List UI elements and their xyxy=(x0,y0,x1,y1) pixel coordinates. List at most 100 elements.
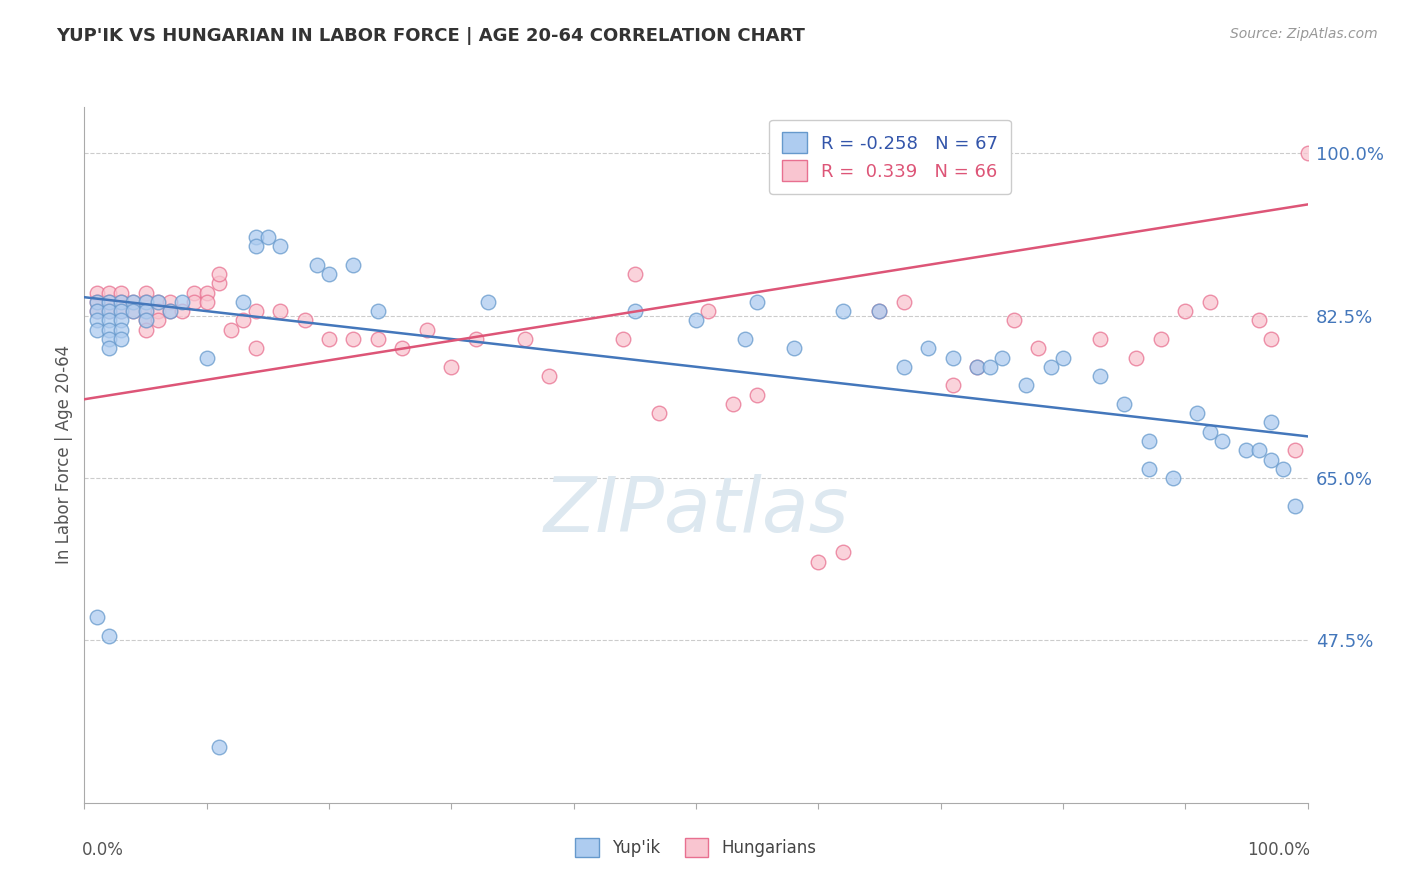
Point xyxy=(122,294,145,309)
Point xyxy=(245,341,267,355)
Point xyxy=(477,294,499,309)
Point xyxy=(172,294,194,309)
Point xyxy=(110,332,132,346)
Point xyxy=(208,740,231,755)
Point xyxy=(86,610,108,624)
Point xyxy=(1284,499,1306,513)
Point xyxy=(1260,416,1282,430)
Point xyxy=(135,304,157,318)
Point xyxy=(318,267,340,281)
Point xyxy=(146,294,169,309)
Point xyxy=(269,239,291,253)
Point xyxy=(245,230,267,244)
Point xyxy=(966,359,988,374)
Point xyxy=(146,313,169,327)
Point xyxy=(122,294,145,309)
Point xyxy=(135,313,157,327)
Point xyxy=(172,304,194,318)
Point xyxy=(1028,341,1050,355)
Point xyxy=(135,294,157,309)
Point xyxy=(86,294,108,309)
Point xyxy=(697,304,720,318)
Point xyxy=(1260,452,1282,467)
Point xyxy=(195,294,218,309)
Point xyxy=(86,285,108,300)
Point xyxy=(183,285,205,300)
Point xyxy=(648,406,671,420)
Point xyxy=(624,304,647,318)
Point xyxy=(159,304,181,318)
Point xyxy=(1114,397,1136,411)
Point xyxy=(1187,406,1209,420)
Point xyxy=(135,294,157,309)
Y-axis label: In Labor Force | Age 20-64: In Labor Force | Age 20-64 xyxy=(55,345,73,565)
Point xyxy=(195,351,218,365)
Point xyxy=(1052,351,1074,365)
Point xyxy=(1247,313,1270,327)
Point xyxy=(942,378,965,392)
Point xyxy=(1150,332,1173,346)
Point xyxy=(146,304,169,318)
Point xyxy=(208,267,231,281)
Point xyxy=(624,267,647,281)
Point xyxy=(869,304,891,318)
Point xyxy=(1174,304,1197,318)
Point xyxy=(893,359,915,374)
Point xyxy=(1039,359,1062,374)
Point xyxy=(97,285,120,300)
Point xyxy=(318,332,340,346)
Point xyxy=(367,332,389,346)
Point xyxy=(342,258,364,272)
Point xyxy=(294,313,316,327)
Point xyxy=(1198,294,1220,309)
Point xyxy=(942,351,965,365)
Point xyxy=(97,341,120,355)
Point xyxy=(685,313,707,327)
Point xyxy=(122,304,145,318)
Point xyxy=(257,230,280,244)
Point xyxy=(1161,471,1184,485)
Point xyxy=(1088,369,1111,384)
Point xyxy=(232,313,254,327)
Point xyxy=(97,294,120,309)
Point xyxy=(195,285,218,300)
Point xyxy=(1137,434,1160,448)
Point xyxy=(807,555,830,569)
Point xyxy=(721,397,744,411)
Point xyxy=(979,359,1001,374)
Point xyxy=(747,294,769,309)
Point xyxy=(1088,332,1111,346)
Point xyxy=(110,304,132,318)
Point xyxy=(1198,425,1220,439)
Point xyxy=(86,323,108,337)
Text: Source: ZipAtlas.com: Source: ZipAtlas.com xyxy=(1230,27,1378,41)
Point xyxy=(367,304,389,318)
Point xyxy=(416,323,439,337)
Point xyxy=(966,359,988,374)
Point xyxy=(146,294,169,309)
Point xyxy=(86,294,108,309)
Point xyxy=(1296,146,1319,161)
Legend: Yup'ik, Hungarians: Yup'ik, Hungarians xyxy=(568,831,824,864)
Point xyxy=(97,332,120,346)
Point xyxy=(110,294,132,309)
Point xyxy=(1015,378,1038,392)
Point xyxy=(135,285,157,300)
Point xyxy=(342,332,364,346)
Point xyxy=(893,294,915,309)
Text: 0.0%: 0.0% xyxy=(82,841,124,859)
Point xyxy=(86,304,108,318)
Point xyxy=(208,277,231,291)
Point xyxy=(245,239,267,253)
Point xyxy=(869,304,891,318)
Point xyxy=(97,629,120,643)
Point xyxy=(1272,462,1295,476)
Point xyxy=(135,313,157,327)
Point xyxy=(1260,332,1282,346)
Point xyxy=(110,313,132,327)
Point xyxy=(135,304,157,318)
Text: 100.0%: 100.0% xyxy=(1247,841,1310,859)
Point xyxy=(990,351,1012,365)
Point xyxy=(464,332,486,346)
Point xyxy=(538,369,561,384)
